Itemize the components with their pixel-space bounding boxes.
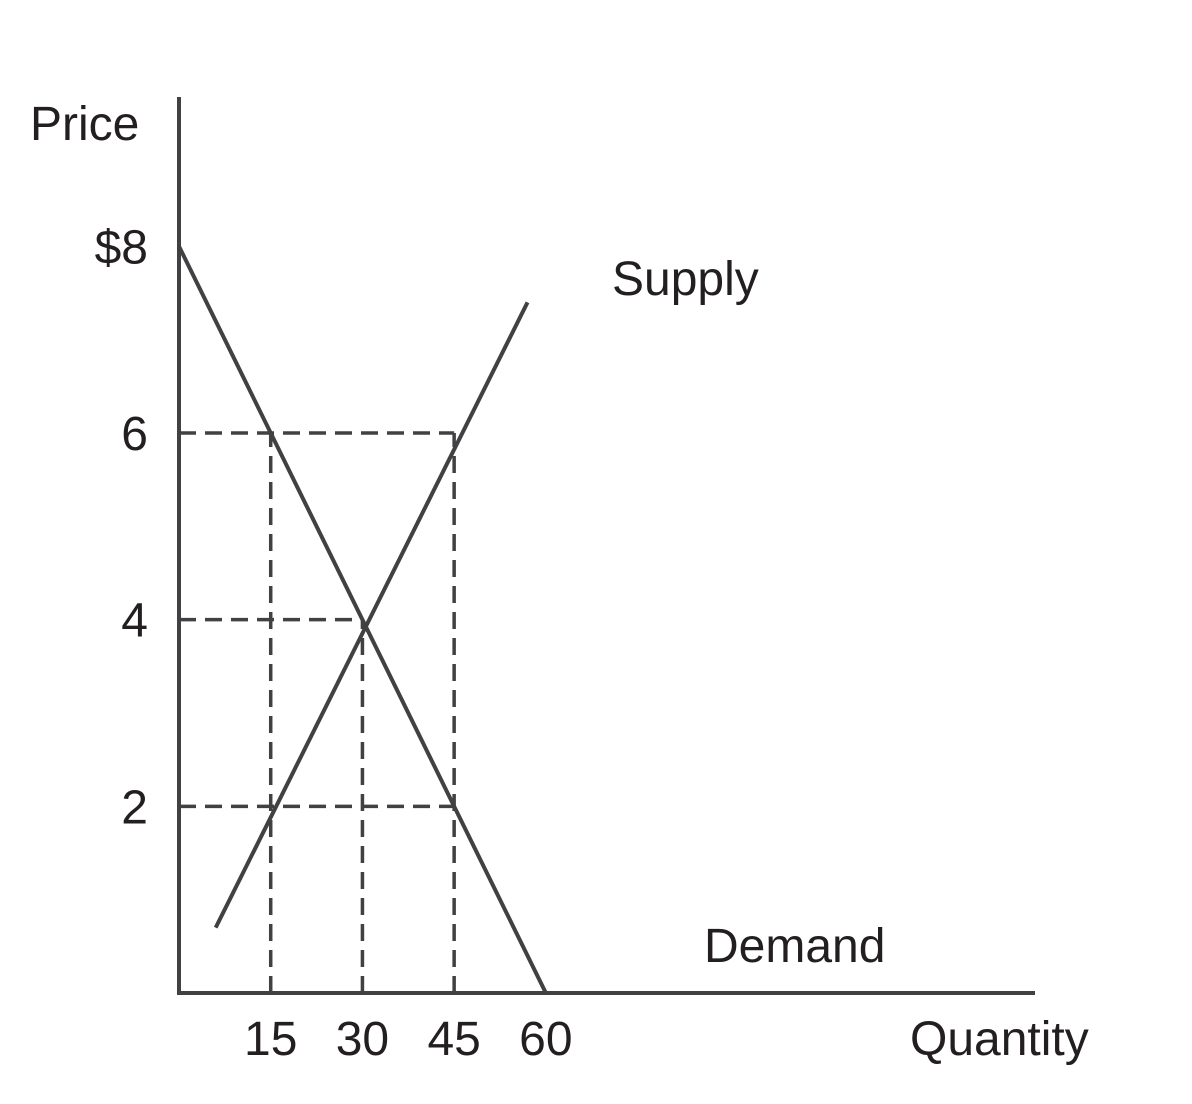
series-labels: Supply Demand — [612, 253, 885, 973]
y-tick-label-8: $8 — [95, 221, 148, 274]
series-lines — [177, 245, 548, 994]
supply-line — [213, 301, 530, 929]
y-tick-label-4: 4 — [121, 595, 148, 648]
reference-lines — [179, 431, 456, 993]
x-tick-label-15: 15 — [244, 1013, 297, 1066]
y-tick-label-2: 2 — [121, 781, 148, 834]
x-tick-label-45: 45 — [427, 1013, 480, 1066]
demand-label: Demand — [704, 920, 885, 973]
x-tick-label-30: 30 — [336, 1013, 389, 1066]
y-axis-label: Price — [30, 98, 139, 151]
x-tick-label-60: 60 — [519, 1013, 572, 1066]
x-axis-label: Quantity — [910, 1013, 1089, 1066]
y-tick-label-6: 6 — [121, 408, 148, 461]
supply-label: Supply — [612, 253, 759, 306]
tick-labels: 15 30 45 60 $8 6 4 2 — [95, 221, 573, 1066]
demand-line — [177, 245, 548, 994]
axes — [177, 97, 1035, 995]
